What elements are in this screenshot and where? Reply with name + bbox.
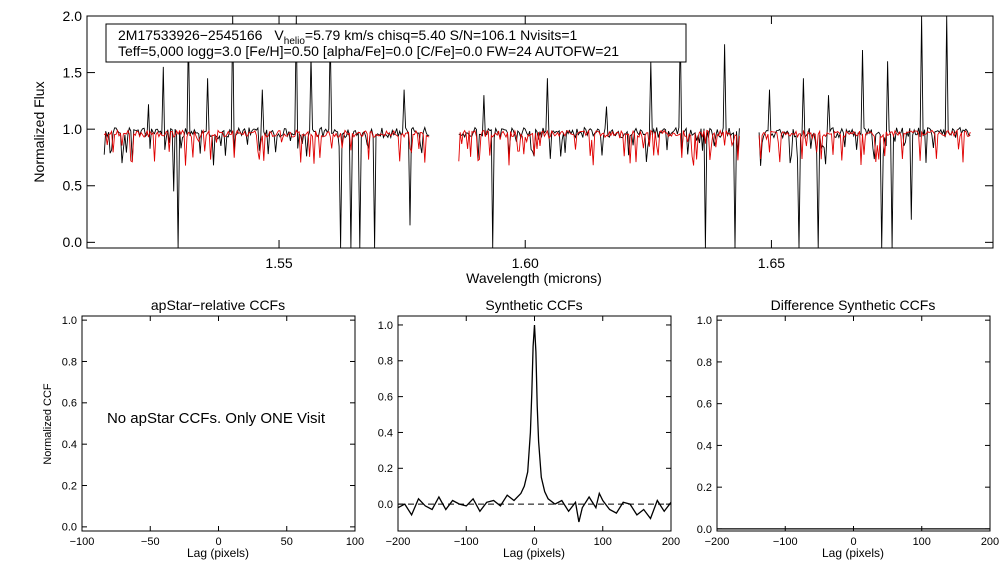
spectrum-y-axis-label: Normalized Flux xyxy=(31,81,47,182)
difference-ccf-x-axis-label: Lag (pixels) xyxy=(822,546,884,560)
difference-ccf-x-tick-label: −200 xyxy=(705,536,730,548)
apstar-ccf-x-tick-label: −50 xyxy=(141,536,160,548)
synthetic-ccf-x-axis-label: Lag (pixels) xyxy=(503,546,565,560)
annotation-v: V xyxy=(274,27,284,43)
difference-ccf-x-tick-label: 100 xyxy=(913,536,931,548)
apstar-ccf-y-axis-label: Normalized CCF xyxy=(42,383,54,465)
spectrum-panel: 1.55 1.60 1.65 0.0 0.5 1.0 1.5 2.0 2M17533926−2… xyxy=(31,8,994,286)
synthetic-ccf-y-tick-label: 0.4 xyxy=(378,427,393,439)
apstar-ccf-y-tick-label: 0.8 xyxy=(62,356,77,368)
difference-ccf-y-tick-label: 0.4 xyxy=(697,440,712,452)
apstar-ccf-x-axis-label: Lag (pixels) xyxy=(187,546,249,560)
spectrum-observed-line xyxy=(758,15,971,249)
annotation-v-sub: helio xyxy=(284,36,306,47)
synthetic-ccf-ccf-line xyxy=(397,324,672,523)
annotation-line2: Teff=5,000 logg=3.0 [Fe/H]=0.50 [alpha/F… xyxy=(118,43,619,59)
synthetic-ccf-x-tick-label: 200 xyxy=(662,536,680,548)
spectrum-model-line xyxy=(758,129,971,166)
difference-ccf-panel: −200 −100 0 100 200 0.0 0.2 0.4 0.6 0.8 1.0 Differ… xyxy=(697,297,999,560)
synthetic-ccf-x-tick-label: 100 xyxy=(594,536,612,548)
difference-ccf-y-tick-label: 0.0 xyxy=(697,524,712,536)
spectrum-y-tick-label: 1.0 xyxy=(63,121,83,137)
difference-ccf-y-tick-label: 1.0 xyxy=(697,315,712,327)
apstar-ccf-y-tick-label: 0.4 xyxy=(62,439,77,451)
synthetic-ccf-title: Synthetic CCFs xyxy=(485,297,582,313)
spectrum-x-tick-label: 1.55 xyxy=(265,255,292,271)
apstar-ccf-y-tick-label: 0.0 xyxy=(62,522,77,534)
apstar-ccf-y-tick-label: 1.0 xyxy=(62,315,77,327)
synthetic-ccf-y-tick-label: 0.8 xyxy=(378,356,393,368)
spectrum-annotation-box: 2M17533926−2545166 Vhelio=5.79 km/s chisq… xyxy=(105,23,687,63)
apstar-ccf-panel: −100 −50 0 50 100 0.0 0.2 0.4 0.6 0.8 1.0 apStar−r… xyxy=(42,297,364,560)
apstar-ccf-x-tick-label: 50 xyxy=(281,536,293,548)
synthetic-ccf-y-tick-label: 1.0 xyxy=(378,320,393,332)
spectrum-x-tick-label: 1.65 xyxy=(758,255,785,271)
apstar-ccf-y-tick-label: 0.2 xyxy=(62,480,77,492)
spectrum-model-line xyxy=(103,129,430,166)
spectrum-y-tick-label: 0.0 xyxy=(63,234,83,250)
synthetic-ccf-y-tick-label: 0.2 xyxy=(378,463,393,475)
difference-ccf-x-tick-label: −100 xyxy=(773,536,798,548)
synthetic-ccf-x-tick-label: −100 xyxy=(454,536,479,548)
synthetic-ccf-x-tick-label: 0 xyxy=(531,536,537,548)
spectrum-y-tick-label: 2.0 xyxy=(63,8,83,24)
apstar-ccf-message: No apStar CCFs. Only ONE Visit xyxy=(107,410,326,427)
difference-ccf-y-tick-label: 0.2 xyxy=(697,482,712,494)
difference-ccf-x-tick-label: 200 xyxy=(981,536,999,548)
annotation-object: 2M17533926−2545166 xyxy=(118,27,263,43)
annotation-line1-rest: =5.79 km/s chisq=5.40 S/N=106.1 Nvisits=… xyxy=(305,27,578,43)
apstar-ccf-x-tick-label: −100 xyxy=(70,536,95,548)
difference-ccf-y-tick-label: 0.8 xyxy=(697,357,712,369)
spectrum-observed-line xyxy=(458,27,740,249)
synthetic-ccf-panel: −200 −100 0 100 200 0.0 0.2 0.4 0.6 0.8 1.0 Synthe… xyxy=(378,297,680,560)
apstar-ccf-x-tick-label: 100 xyxy=(346,536,364,548)
spectrum-x-axis-label: Wavelength (microns) xyxy=(466,270,602,286)
synthetic-ccf-x-tick-label: −200 xyxy=(386,536,411,548)
apstar-ccf-y-tick-label: 0.6 xyxy=(62,398,77,410)
difference-ccf-x-tick-label: 0 xyxy=(850,536,856,548)
difference-ccf-y-tick-label: 0.6 xyxy=(697,399,712,411)
synthetic-ccf-y-tick-label: 0.0 xyxy=(378,499,393,511)
spectrum-y-tick-label: 1.5 xyxy=(63,64,83,80)
spectrum-model-line xyxy=(458,129,740,166)
spectrum-y-tick-label: 0.5 xyxy=(63,178,83,194)
apstar-ccf-x-tick-label: 0 xyxy=(215,536,221,548)
synthetic-ccf-y-tick-label: 0.6 xyxy=(378,391,393,403)
difference-ccf-title: Difference Synthetic CCFs xyxy=(771,297,936,313)
spectrum-observed-line xyxy=(103,15,430,249)
spectrum-x-tick-label: 1.60 xyxy=(512,255,539,271)
apstar-ccf-title: apStar−relative CCFs xyxy=(151,297,285,313)
